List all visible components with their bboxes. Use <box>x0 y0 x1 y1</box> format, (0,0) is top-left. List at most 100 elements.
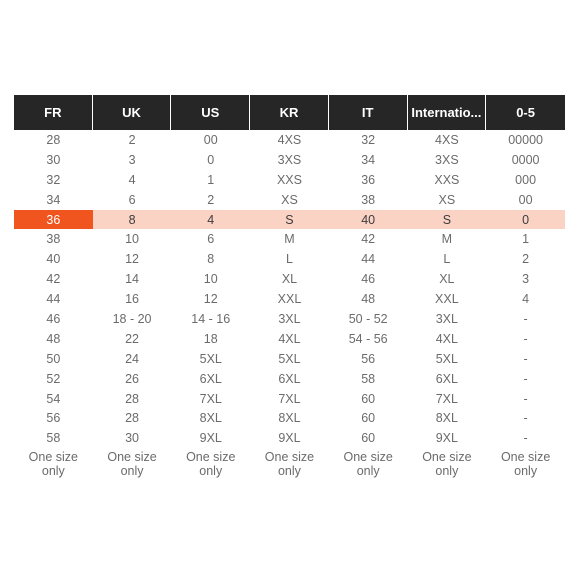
cell-0-5: 00 <box>518 192 533 207</box>
cell-0-5: 000 <box>515 172 537 187</box>
cell-0-5: - <box>523 391 528 406</box>
cell-kr: 9XL <box>278 431 301 446</box>
table-row: 42 14 10 XL 46 XL 3 <box>14 269 565 289</box>
table-row: 38 10 6 M 42 M 1 <box>14 229 565 249</box>
cell-us: 8 <box>207 252 215 267</box>
one-size-label: One size only <box>422 450 472 479</box>
cell-fr: 28 <box>46 132 61 147</box>
cell-kr: 3XL <box>278 311 301 326</box>
cell-us: 4 <box>171 209 251 230</box>
cell-fr: 40 <box>46 252 61 267</box>
table-row: 56 28 8XL 8XL 60 8XL - <box>14 408 565 428</box>
table-row: 34 6 2 XS 38 XS 00 <box>14 190 565 210</box>
table-row: 44 16 12 XXL 48 XXL 4 <box>14 289 565 309</box>
cell-it: 32 <box>361 132 376 147</box>
cell-it: 60 <box>361 411 376 426</box>
cell-uk: 4 <box>128 172 136 187</box>
header-row: FR UK US KR IT Internatio... 0-5 <box>14 95 565 130</box>
cell-fr: 48 <box>46 331 61 346</box>
header-it: IT <box>328 95 408 130</box>
cell-it: 60 <box>361 431 376 446</box>
cell-us: 2 <box>207 192 215 207</box>
cell-international: XXL <box>435 292 459 307</box>
cell-it: 50 - 52 <box>348 311 388 326</box>
cell-kr: S <box>250 209 329 230</box>
cell-0-5: 3 <box>522 272 530 287</box>
cell-kr: L <box>285 252 293 267</box>
cell-international: M <box>441 232 453 247</box>
cell-fr: 34 <box>46 192 61 207</box>
cell-us: 10 <box>203 272 218 287</box>
cell-kr: 6XL <box>278 371 301 386</box>
cell-fr: 30 <box>46 152 61 167</box>
cell-uk: 3 <box>128 152 136 167</box>
cell-uk: 16 <box>125 292 139 307</box>
cell-us: 0 <box>207 152 215 167</box>
cell-fr: 52 <box>46 371 61 386</box>
cell-it: 46 <box>361 272 376 287</box>
cell-kr: XXS <box>276 172 302 187</box>
cell-kr: 4XL <box>278 331 301 346</box>
cell-uk: 22 <box>125 331 139 346</box>
cell-us: 00 <box>203 132 218 147</box>
table-row: 30 3 0 3XS 34 3XS 0000 <box>14 150 565 170</box>
cell-uk: 24 <box>125 351 139 366</box>
cell-uk: 18 - 20 <box>112 311 152 326</box>
cell-fr: 32 <box>46 172 61 187</box>
header-fr: FR <box>14 95 93 130</box>
cell-international: 7XL <box>435 391 458 406</box>
cell-uk: 2 <box>128 132 136 147</box>
cell-kr: 8XL <box>278 411 301 426</box>
cell-fr: 54 <box>46 391 61 406</box>
cell-us: 7XL <box>199 391 222 406</box>
cell-it: 38 <box>361 192 376 207</box>
cell-0-5: 1 <box>522 232 530 247</box>
one-size-label: One size only <box>107 450 157 479</box>
cell-international: S <box>407 209 487 230</box>
cell-it: 42 <box>361 232 376 247</box>
one-size-label: One size only <box>264 450 315 479</box>
cell-us: 12 <box>203 292 218 307</box>
cell-it: 60 <box>361 391 376 406</box>
cell-0-5: 0 <box>486 209 565 230</box>
size-conversion-table: FR UK US KR IT Internatio... 0-5 28 2 00 4X… <box>14 95 565 484</box>
cell-0-5: - <box>523 411 528 426</box>
cell-international: 3XL <box>435 311 458 326</box>
cell-international: L <box>443 252 451 267</box>
cell-us: 8XL <box>199 411 222 426</box>
cell-international: One size only <box>408 448 487 484</box>
cell-0-5: 0000 <box>511 152 540 167</box>
cell-it: 54 - 56 <box>348 331 388 346</box>
cell-fr: 42 <box>46 272 61 287</box>
cell-fr: One size only <box>14 448 93 484</box>
cell-it: 56 <box>361 351 376 366</box>
cell-kr: XXL <box>277 292 302 307</box>
cell-international: XL <box>439 272 455 287</box>
cell-international: 4XS <box>435 132 459 147</box>
cell-international: 6XL <box>435 371 458 386</box>
cell-fr: 38 <box>46 232 61 247</box>
cell-uk: 8 <box>92 209 172 230</box>
cell-fr: 58 <box>46 431 61 446</box>
table-row: 28 2 00 4XS 32 4XS 00000 <box>14 130 565 150</box>
cell-0-5: 00000 <box>508 132 543 147</box>
cell-kr: M <box>284 232 295 247</box>
one-size-label: One size only <box>500 450 551 479</box>
header-us: US <box>171 95 251 130</box>
cell-0-5: One size only <box>486 448 565 484</box>
cell-0-5: - <box>523 371 528 386</box>
cell-it: 48 <box>361 292 376 307</box>
cell-uk: 28 <box>125 411 139 426</box>
cell-0-5: - <box>523 431 528 446</box>
cell-0-5: - <box>523 351 528 366</box>
header-kr: KR <box>250 95 329 130</box>
cell-kr: One size only <box>250 448 329 484</box>
cell-us: 18 <box>203 331 218 346</box>
table-row: 48 22 18 4XL 54 - 56 4XL - <box>14 329 565 349</box>
cell-fr: 44 <box>46 292 61 307</box>
cell-international: XXS <box>434 172 460 187</box>
table-row: 58 30 9XL 9XL 60 9XL - <box>14 428 565 448</box>
cell-it: 36 <box>361 172 376 187</box>
cell-it: 34 <box>361 152 376 167</box>
cell-kr: 3XS <box>277 152 302 167</box>
